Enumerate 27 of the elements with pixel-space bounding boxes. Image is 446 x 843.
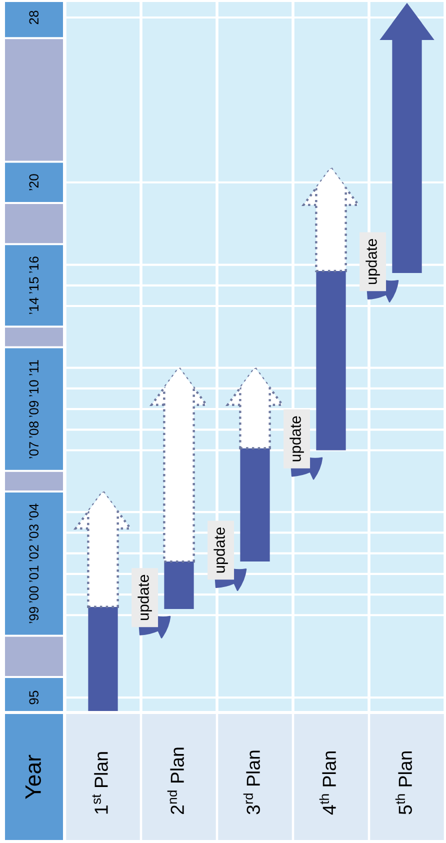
annotation: update — [138, 574, 152, 620]
y-tick-label: ’01 — [29, 566, 39, 582]
y-tick-label: 95 — [29, 690, 39, 704]
x-tick-label: 3$^{rd}$ Plan — [243, 750, 260, 814]
x-tick-label: 2$^{nd}$ Plan — [167, 748, 184, 814]
x-tick-label: 1$^{st}$ Plan — [92, 752, 108, 814]
annotation: update — [290, 416, 304, 462]
y-tick-label: ’03 — [29, 524, 39, 541]
x-tick-label: 5$^{th}$ Plan — [395, 751, 412, 814]
y-tick-label: ’07 — [29, 442, 39, 458]
y-tick-label: ’99 — [29, 606, 39, 624]
y-axis-title: Year — [25, 754, 41, 799]
annotation: update — [214, 528, 228, 573]
y-tick-label: ’14 — [29, 298, 38, 314]
y-tick-label: 28 — [29, 10, 39, 24]
y-tick-label: ’20 — [29, 174, 39, 190]
y-tick-label: ’09 — [29, 400, 39, 418]
y-tick-label: ’15 — [29, 277, 39, 294]
x-tick-label: 4$^{th}$ Plan — [319, 751, 336, 815]
y-tick-label: ’08 — [29, 421, 39, 438]
y-tick-label: ’16 — [29, 256, 39, 273]
y-tick-label: ’04 — [29, 504, 39, 520]
y-tick-label: ’11 — [29, 360, 38, 376]
y-tick-label: ’00 — [29, 586, 39, 603]
annotation: update — [366, 238, 380, 284]
y-tick-label: ’02 — [29, 545, 39, 562]
y-tick-label: ’10 — [29, 380, 39, 396]
